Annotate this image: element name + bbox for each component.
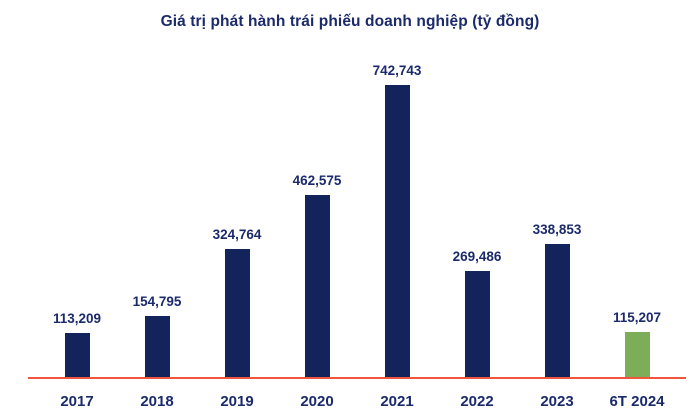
value-label: 154,795 bbox=[132, 294, 182, 310]
x-tick-label: 2019 bbox=[220, 393, 254, 410]
x-tick-label: 2021 bbox=[380, 393, 414, 410]
bar-column-2019: 324,764 bbox=[197, 227, 277, 377]
x-tick-label: 2018 bbox=[140, 393, 174, 410]
value-label: 269,486 bbox=[452, 249, 502, 265]
bar bbox=[464, 271, 490, 377]
bar bbox=[544, 243, 570, 377]
bar bbox=[224, 249, 250, 377]
x-axis-line bbox=[28, 376, 686, 379]
value-label: 338,853 bbox=[532, 221, 582, 237]
bar bbox=[64, 332, 90, 377]
bar bbox=[304, 195, 330, 377]
x-tick-label: 6T 2024 bbox=[609, 393, 665, 410]
value-label: 113,209 bbox=[52, 310, 102, 326]
chart-title: Giá trị phát hành trái phiếu doanh nghiệ… bbox=[160, 13, 540, 30]
value-label: 742,743 bbox=[372, 63, 422, 78]
bar-column-6t-2024: 115,207 bbox=[597, 310, 677, 377]
x-tick-label: 2017 bbox=[60, 393, 94, 410]
bars-area: 113,209 154,795 324,764 462,575 742,743 269,4… bbox=[37, 63, 677, 377]
bar-column-2021: 742,743 bbox=[357, 63, 437, 377]
x-tick-label: 2022 bbox=[460, 393, 494, 410]
x-axis-labels: 2017 2018 2019 2020 2021 2022 2023 6T 2024 bbox=[37, 393, 677, 410]
bar-column-2017: 113,209 bbox=[37, 310, 117, 377]
x-tick-label: 2023 bbox=[540, 393, 574, 410]
bar bbox=[144, 316, 170, 377]
value-label: 324,764 bbox=[212, 227, 262, 243]
value-label: 462,575 bbox=[292, 173, 342, 189]
bar-column-2020: 462,575 bbox=[277, 173, 357, 377]
bar-column-2022: 269,486 bbox=[437, 249, 517, 377]
x-tick-label: 2020 bbox=[300, 393, 334, 410]
bar bbox=[624, 331, 650, 377]
bar-column-2023: 338,853 bbox=[517, 222, 597, 377]
bar-column-2018: 154,795 bbox=[117, 294, 197, 377]
value-label: 115,207 bbox=[612, 309, 662, 325]
bar bbox=[384, 85, 410, 377]
